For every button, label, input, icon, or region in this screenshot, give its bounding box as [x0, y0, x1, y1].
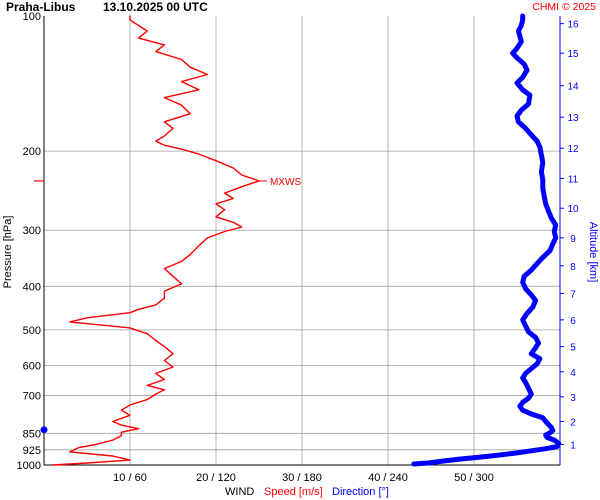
altitude-tick-label: 4 — [570, 368, 576, 379]
altitude-tick-label: 13 — [567, 113, 579, 124]
altitude-tick-label: 3 — [570, 393, 576, 404]
wind-tick-label: 20 / 120 — [196, 472, 236, 484]
wind-tick-label: 30 / 180 — [282, 472, 322, 484]
altitude-tick-label: 8 — [570, 262, 576, 273]
altitude-tick-label: 5 — [570, 343, 576, 354]
max-wind-label: MXWS — [270, 177, 301, 188]
station-title: Praha-Libus — [6, 0, 76, 14]
grid — [44, 16, 560, 465]
pressure-tick-label: 500 — [23, 325, 41, 337]
pressure-tick-label: 925 — [23, 445, 41, 457]
altitude-tick-label: 15 — [567, 49, 579, 60]
direction-series-line — [411, 13, 562, 467]
pressure-axis-ticks: 100 200 300 400 500 600 700 850 925 1000 — [17, 11, 41, 472]
x-axis-title: WIND — [225, 486, 254, 498]
series-lines — [51, 13, 562, 467]
altitude-tick-label: 16 — [567, 20, 579, 31]
altitude-tick-label: 10 — [567, 204, 579, 215]
speed-series-line — [51, 15, 260, 466]
wind-tick-label: 10 / 60 — [113, 472, 147, 484]
datetime-title: 13.10.2025 00 UTC — [103, 0, 208, 14]
credit-label: CHMI © 2025 — [532, 1, 596, 13]
wind-axis-ticks: 10 / 60 20 / 120 30 / 180 40 / 240 50 / 300 — [113, 472, 494, 484]
pressure-tick-label: 1000 — [17, 460, 41, 472]
wind-tick-label: 50 / 300 — [454, 472, 494, 484]
surface-marker — [40, 426, 48, 434]
pressure-tick-label: 700 — [23, 390, 41, 402]
altitude-tick-label: 11 — [568, 174, 579, 185]
altitude-tick-label: 12 — [567, 144, 579, 155]
pressure-tick-label: 300 — [23, 225, 41, 237]
altitude-tick-label: 9 — [570, 234, 576, 245]
x-axis-speed-label: Speed [m/s] — [264, 486, 323, 498]
altitude-axis-label: Altitude [km] — [587, 222, 599, 283]
altitude-tick-label: 2 — [570, 417, 576, 428]
altitude-tick-label: 1 — [570, 440, 576, 451]
pressure-tick-label: 200 — [23, 146, 41, 158]
x-axis-direction-label: Direction [°] — [332, 486, 389, 498]
wind-tick-label: 40 / 240 — [368, 472, 408, 484]
pressure-tick-label: 600 — [23, 360, 41, 372]
pressure-tick-label: 850 — [23, 428, 41, 440]
pressure-tick-label: 400 — [23, 281, 41, 293]
annotations: MXWS — [34, 177, 301, 434]
altitude-tick-label: 7 — [570, 290, 576, 301]
altitude-tick-label: 6 — [570, 316, 576, 327]
pressure-axis-label: Pressure [hPa] — [2, 216, 14, 289]
pressure-tick-label: 100 — [23, 11, 41, 23]
altitude-tick-label: 14 — [567, 82, 579, 93]
